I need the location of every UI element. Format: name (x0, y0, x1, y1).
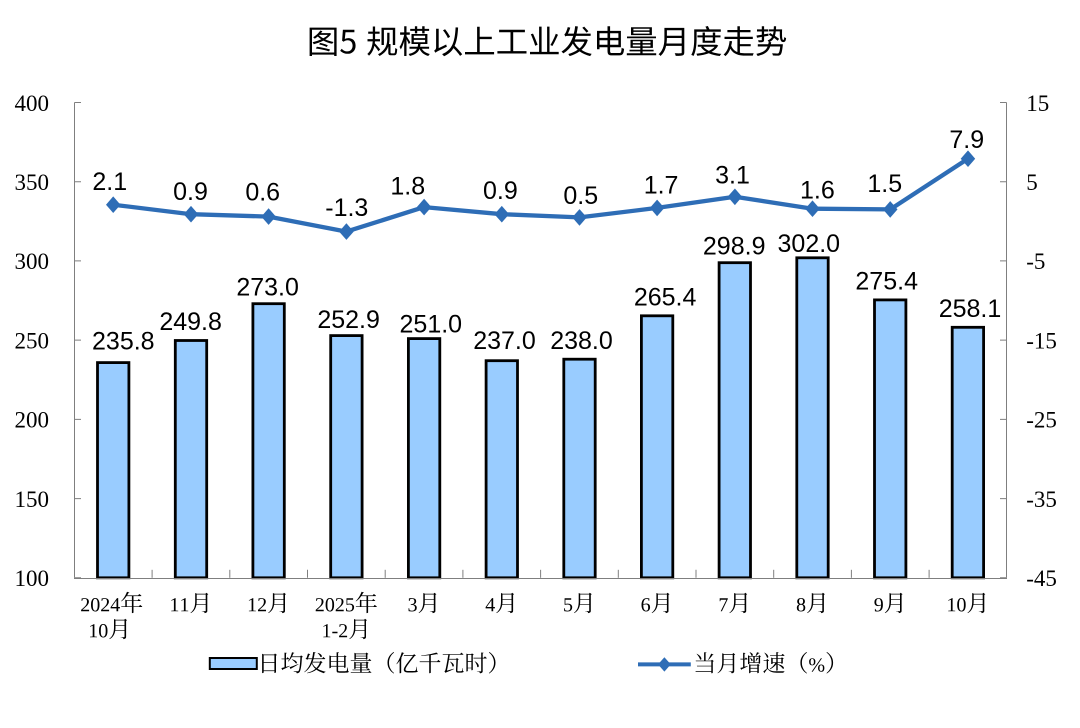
svg-text:-25: -25 (1026, 408, 1057, 433)
svg-text:258.1: 258.1 (939, 295, 1002, 323)
svg-text:-5: -5 (1026, 249, 1045, 274)
svg-text:235.8: 235.8 (92, 327, 155, 355)
svg-text:0.9: 0.9 (173, 178, 208, 206)
svg-text:3.1: 3.1 (715, 162, 750, 190)
svg-text:5: 5 (1026, 170, 1038, 195)
svg-text:100: 100 (15, 566, 50, 591)
svg-text:1.7: 1.7 (644, 172, 679, 200)
svg-text:1.6: 1.6 (800, 177, 835, 205)
svg-text:237.0: 237.0 (473, 327, 536, 355)
svg-text:15: 15 (1026, 91, 1049, 116)
svg-text:7.9: 7.9 (949, 126, 984, 154)
svg-text:273.0: 273.0 (236, 274, 299, 302)
svg-text:200: 200 (15, 408, 50, 433)
svg-text:2.1: 2.1 (92, 168, 127, 196)
svg-text:1.8: 1.8 (390, 173, 425, 201)
svg-text:251.0: 251.0 (400, 311, 463, 339)
svg-text:-15: -15 (1026, 328, 1057, 353)
svg-text:250: 250 (15, 328, 50, 353)
svg-text:249.8: 249.8 (159, 308, 222, 336)
svg-text:0.9: 0.9 (483, 177, 518, 205)
svg-text:350: 350 (15, 170, 50, 195)
svg-text:400: 400 (15, 91, 50, 116)
svg-text:1.5: 1.5 (867, 170, 902, 198)
svg-text:150: 150 (15, 487, 50, 512)
svg-text:-1.3: -1.3 (325, 194, 368, 222)
svg-text:265.4: 265.4 (634, 284, 697, 312)
svg-text:-45: -45 (1026, 566, 1057, 591)
svg-text:238.0: 238.0 (550, 327, 613, 355)
svg-text:302.0: 302.0 (778, 230, 841, 258)
svg-text:300: 300 (15, 249, 50, 274)
svg-text:0.5: 0.5 (563, 182, 598, 210)
svg-text:0.6: 0.6 (245, 179, 280, 207)
svg-text:275.4: 275.4 (855, 268, 918, 296)
svg-text:252.9: 252.9 (317, 306, 380, 334)
svg-text:-35: -35 (1026, 487, 1057, 512)
svg-text:298.9: 298.9 (703, 233, 766, 261)
